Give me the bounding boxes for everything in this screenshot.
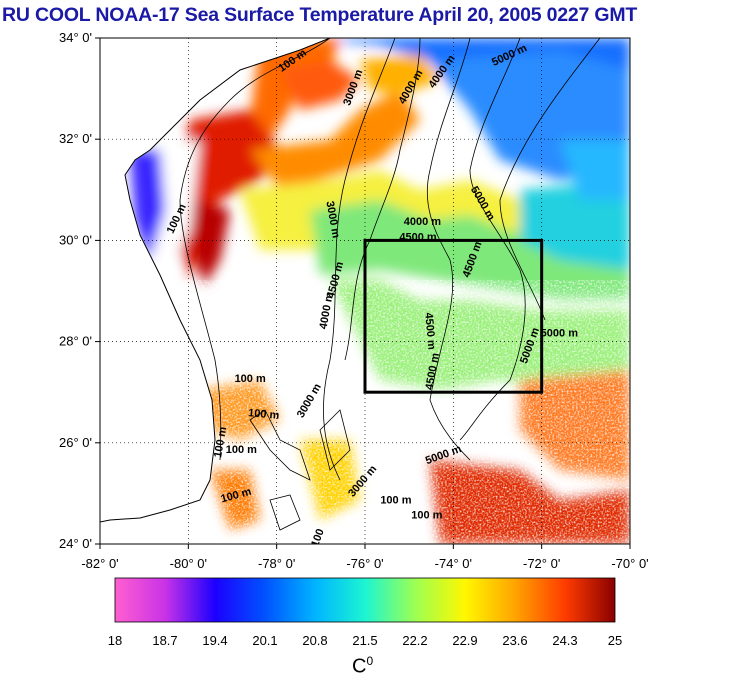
colorbar-labels: 18 18.7 19.4 20.1 20.8 21.5 22.2 22.9 23.6 24.3 25	[108, 633, 622, 648]
lon-tick-label: -70° 0'	[611, 556, 648, 571]
contour-label: 100 m	[212, 426, 229, 459]
colorbar-label: 18	[108, 633, 122, 648]
colorbar: 18 18.7 19.4 20.1 20.8 21.5 22.2 22.9 23.6 24.3 25	[108, 577, 622, 648]
colorbar-label: 25	[608, 633, 622, 648]
contour-label: 100	[309, 527, 327, 548]
colorbar-rect	[114, 577, 616, 623]
lat-tick-label: 28° 0'	[59, 334, 92, 349]
colorbar-label: 21.5	[352, 633, 377, 648]
colorbar-label: 23.6	[502, 633, 527, 648]
lat-tick-label: 30° 0'	[59, 232, 92, 247]
contour-label: 5000 m	[541, 328, 579, 340]
lon-tick-label: -72° 0'	[523, 556, 560, 571]
lat-axis: 34° 0' 32° 0' 30° 0' 28° 0' 26° 0' 24° 0'	[59, 30, 100, 551]
colorbar-label: 20.1	[252, 633, 277, 648]
colorbar-label: 20.8	[302, 633, 327, 648]
lon-tick-label: -74° 0'	[435, 556, 472, 571]
coastline-bahamas	[249, 409, 351, 531]
lon-axis: -82° 0' -80° 0' -78° 0' -76° 0' -74° 0' -72° …	[81, 544, 649, 571]
lat-tick-label: 34° 0'	[59, 30, 92, 45]
map-title: RU COOL NOAA-17 Sea Surface Temperature …	[2, 4, 638, 26]
bathymetry-contours	[179, 38, 601, 481]
contour-label: 4500 m	[422, 312, 437, 350]
colorbar-label: 18.7	[152, 633, 177, 648]
lat-tick-label: 26° 0'	[59, 435, 92, 450]
lon-tick-label: -82° 0'	[81, 556, 118, 571]
lon-tick-label: -76° 0'	[346, 556, 383, 571]
contour-label: 100 m	[226, 444, 257, 456]
lat-tick-label: 32° 0'	[59, 131, 92, 146]
contour-label: 100 m	[235, 373, 266, 385]
lon-tick-label: -78° 0'	[258, 556, 295, 571]
contour-label: 100 m	[411, 510, 442, 522]
colorbar-label: 22.2	[402, 633, 427, 648]
lat-tick-label: 24° 0'	[59, 536, 92, 551]
contour-label: 100 m	[380, 495, 411, 507]
colorbar-unit: C0	[352, 654, 374, 678]
colorbar-label: 19.4	[202, 633, 227, 648]
land-florida	[100, 38, 331, 523]
contour-label: 4000 m	[404, 216, 442, 228]
contour-label: 100 m	[248, 407, 280, 422]
colorbar-label: 24.3	[552, 633, 577, 648]
colorbar-label: 22.9	[452, 633, 477, 648]
lon-tick-label: -80° 0'	[170, 556, 207, 571]
study-area-box	[363, 238, 544, 394]
